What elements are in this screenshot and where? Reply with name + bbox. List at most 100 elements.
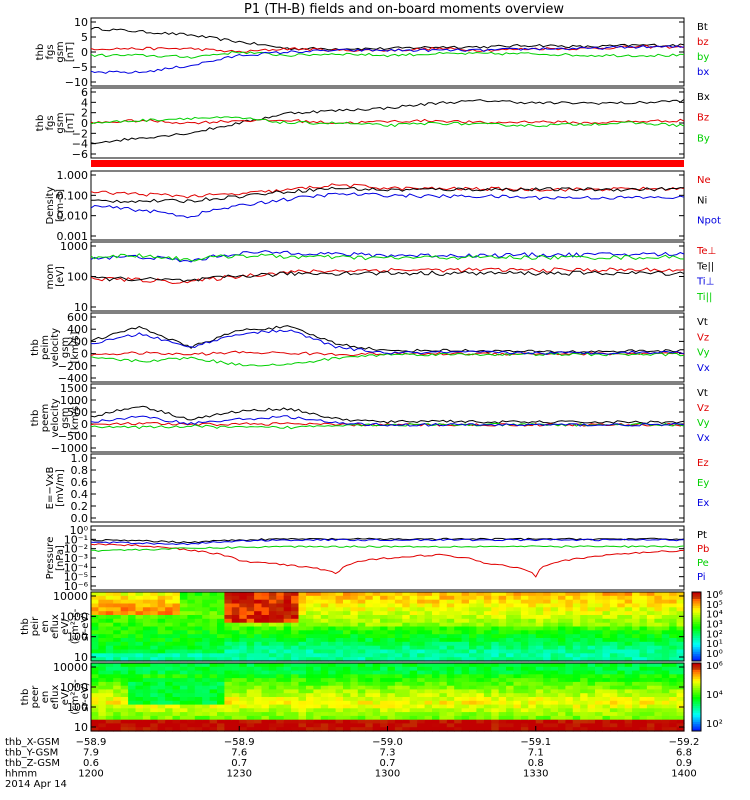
spectrogram-cell	[454, 666, 463, 672]
spectrogram-cell	[617, 595, 626, 601]
spectrogram-cell	[150, 649, 159, 654]
x-tick-label: 0.7	[231, 758, 247, 769]
spectrogram-cell	[194, 595, 203, 601]
spectrogram-cell	[98, 592, 107, 597]
spectrogram-cell	[572, 681, 581, 687]
spectrogram-cell	[417, 595, 426, 601]
spectrogram-cell	[572, 700, 581, 706]
spectrogram-cell	[142, 618, 151, 624]
spectrogram-cell	[254, 607, 263, 612]
spectrogram-cell	[520, 653, 529, 658]
spectrogram-cell	[150, 618, 159, 624]
spectrogram-cell	[498, 678, 507, 683]
spectrogram-cell	[298, 697, 307, 702]
spectrogram-cell	[661, 697, 670, 702]
spectrogram-cell	[587, 645, 596, 651]
spectrogram-cell	[469, 641, 477, 647]
spectrogram-cell	[224, 595, 233, 601]
spectrogram-cell	[350, 727, 359, 732]
spectrogram-cell	[150, 592, 159, 597]
spectrogram-cell	[91, 638, 99, 643]
spectrogram-cell	[439, 663, 448, 668]
spectrogram-cell	[231, 653, 240, 658]
spectrogram-cell	[372, 657, 381, 662]
spectrogram-cell	[454, 641, 463, 647]
spectrogram-cell	[535, 611, 544, 616]
spectrogram-cell	[565, 653, 574, 658]
legend-entry: Vy	[697, 418, 710, 429]
spectrogram-cell	[535, 626, 544, 631]
spectrogram-peer-spec	[91, 663, 685, 732]
spectrogram-cell	[350, 599, 359, 605]
spectrogram-cell	[320, 715, 329, 721]
spectrogram-cell	[313, 603, 322, 608]
spectrogram-cell	[432, 653, 440, 658]
spectrogram-cell	[357, 678, 366, 683]
spectrogram-cell	[113, 715, 122, 721]
spectrogram-cell	[372, 638, 381, 643]
spectrogram-cell	[142, 704, 151, 709]
x-tick-label: 0.8	[528, 758, 544, 769]
spectrogram-cell	[335, 622, 344, 628]
spectrogram-cell	[246, 653, 255, 658]
spectrogram-cell	[165, 670, 174, 675]
y-label-line: thb	[30, 339, 41, 356]
spectrogram-cell	[350, 595, 359, 601]
spectrogram-cell	[409, 678, 418, 683]
spectrogram-cell	[572, 719, 581, 725]
spectrogram-cell	[483, 708, 492, 713]
spectrogram-cell	[617, 607, 626, 612]
spectrogram-cell	[402, 670, 411, 675]
spectrogram-cell	[224, 641, 233, 647]
spectrogram-cell	[676, 678, 685, 683]
spectrogram-cell	[387, 715, 396, 721]
y-tick-label: 100	[67, 271, 88, 284]
y-label-efield: E=−VxB [mV/m]	[45, 467, 66, 510]
spectrogram-cell	[135, 599, 144, 605]
spectrogram-cell	[372, 693, 381, 698]
spectrogram-cell	[454, 603, 463, 608]
spectrogram-cell	[187, 599, 196, 605]
y-label-pressure: Pressure [nPa]	[45, 537, 66, 580]
spectrogram-cell	[461, 649, 470, 654]
spectrogram-cell	[380, 727, 389, 732]
spectrogram-cell	[580, 708, 589, 713]
spectrogram-cell	[387, 670, 396, 675]
spectrogram-cell	[446, 630, 455, 635]
spectrogram-cell	[528, 663, 537, 668]
spectrogram-cell	[424, 607, 433, 612]
spectrogram-cell	[328, 712, 337, 717]
spectrogram-cell	[142, 622, 151, 628]
spectrogram-cell	[595, 708, 603, 713]
spectrogram-cell	[491, 595, 500, 601]
spectrogram-cell	[157, 666, 166, 672]
spectrogram-cell	[394, 599, 403, 605]
spectrogram-cell	[483, 700, 492, 706]
spectrogram-cell	[402, 592, 411, 597]
y-tick-label: 10⁻³	[64, 552, 88, 565]
spectrogram-cell	[261, 697, 270, 702]
spectrogram-cell	[446, 666, 455, 672]
spectrogram-cell	[528, 630, 537, 635]
spectrogram-cell	[328, 704, 337, 709]
spectrogram-cell	[172, 689, 181, 694]
y-tick-label: −400	[58, 372, 88, 385]
spectrogram-cell	[142, 657, 151, 662]
spectrogram-cell	[439, 689, 448, 694]
spectrogram-cell	[580, 670, 589, 675]
spectrogram-cell	[105, 663, 114, 668]
spectrogram-cell	[246, 712, 255, 717]
colorbar-cell	[692, 699, 701, 703]
spectrogram-cell	[520, 723, 529, 728]
spectrogram-cell	[461, 697, 470, 702]
spectrogram-cell	[402, 685, 411, 691]
spectrogram-cell	[432, 611, 440, 616]
spectrogram-cell	[105, 638, 114, 643]
spectrogram-cell	[483, 657, 492, 662]
spectrogram-cell	[498, 663, 507, 668]
spectrogram-cell	[476, 599, 485, 605]
spectrogram-cell	[357, 681, 366, 687]
spectrogram-cell	[602, 615, 611, 620]
